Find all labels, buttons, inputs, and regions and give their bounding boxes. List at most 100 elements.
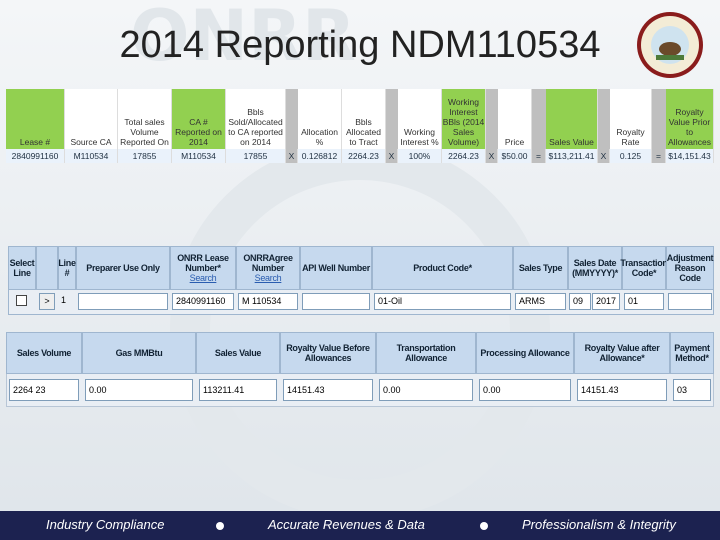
column-header [36,246,58,290]
cell-value: 0.126812 [298,149,342,163]
select-field[interactable]: ARMS [515,293,566,310]
operator-column [386,89,398,163]
cell-value: M110534 [172,149,226,163]
header-text: Sales Type [518,263,563,273]
search-link[interactable]: Search [254,273,282,283]
search-link[interactable]: Search [189,273,217,283]
operator-column [286,89,298,163]
expand-button[interactable]: > [39,293,55,310]
column-header: Sales Date (MMYYYY)* [568,246,622,290]
column-header: Source CA [65,89,118,149]
slide-title: 2014 Reporting NDM110534 [119,24,601,66]
column-header: Select Line [8,246,36,290]
line-number: 1 [61,295,67,305]
column-header: Bbls Allocated to Tract [342,89,386,149]
text-field[interactable]: 0.00 [85,379,193,401]
column-header: Processing Allowance [476,332,574,374]
footer-bar: Industry Compliance Accurate Revenues & D… [0,511,720,540]
cell-value: 2264.23 [342,149,386,163]
operator: X [486,149,498,163]
column-header: Working Interest BBls (2014 Sales Volume… [442,89,486,149]
column-header: Working Interest % [398,89,442,149]
cell-value: 17855 [226,149,286,163]
cell-value: $113,211.41 [546,149,598,163]
text-field[interactable] [302,293,370,310]
operator-column [598,89,610,163]
column-header: Royalty Rate [610,89,652,149]
footer-bullet [480,522,488,530]
header-text: Line # [58,258,76,278]
header-text: ONRR Lease Number* [177,253,229,273]
header-text: Product Code* [413,263,472,273]
cell-value: 17855 [118,149,172,163]
select-field[interactable]: 01-Oil [374,293,511,310]
column-header: ONRR Lease Number* Search [170,246,236,290]
column-header: Sales Volume [6,332,82,374]
cell-value: M110534 [65,149,118,163]
form-line: Select Line > Line # 1 Preparer Use Only ONRR… [8,246,714,315]
column-header: CA # Reported on 2014 [172,89,226,149]
column-header: ONRRAgree Number Search [236,246,300,290]
text-field[interactable]: 14151.43 [577,379,667,401]
text-field[interactable]: 03 [673,379,711,401]
cell-value: 2840991160 [6,149,65,163]
column-header: Bbls Sold/Allocated to CA reported on 20… [226,89,286,149]
footer-item: Accurate Revenues & Data [268,517,425,532]
cell-value: $50.00 [498,149,532,163]
text-field[interactable]: 113211.41 [199,379,277,401]
header-text: Transaction Code* [620,258,668,278]
text-field[interactable] [78,293,168,310]
header-text: Preparer Use Only [86,263,160,273]
select-field[interactable]: 01 [624,293,664,310]
column-header: Preparer Use Only [76,246,170,290]
text-field[interactable]: 0.00 [479,379,571,401]
column-header: Royalty Value Prior to Allowances [666,89,714,149]
column-header: API Well Number [300,246,372,290]
column-header: Transaction Code* [620,246,668,290]
month-select[interactable]: 09 [569,293,591,310]
text-field[interactable]: 14151.43 [283,379,373,401]
operator: X [286,149,298,163]
year-select[interactable]: 2017 [592,293,620,310]
cell-value: $14,151.43 [666,149,714,163]
header-text: Sales Date (MMYYYY)* [572,258,618,278]
text-field[interactable]: 2840991160 [172,293,234,310]
text-field[interactable]: 2264 23 [9,379,79,401]
checkbox[interactable] [16,295,27,306]
svg-text:ONRR: ONRR [130,0,356,77]
select-field[interactable] [668,293,712,310]
operator-column [486,89,498,163]
column-header: Transportation Allowance [376,332,476,374]
operator-column [652,89,666,163]
operator: = [532,149,546,163]
column-header: Sales Value [546,89,598,149]
operator-column [532,89,546,163]
column-header: Gas MMBtu [82,332,196,374]
cell-value: 2264.23 [442,149,486,163]
column-header: Royalty Value after Allowance* [574,332,670,374]
column-header: Sales Type [513,246,568,290]
header-text: API Well Number [302,263,370,273]
column-header: Adjustment Reason Code [666,246,714,290]
operator: X [386,149,398,163]
column-header: Lease # [6,89,65,149]
column-header: Royalty Value Before Allowances [280,332,376,374]
form-values: Sales Volume 2264 23 Gas MMBtu 0.00 Sales Va… [6,332,714,407]
operator: = [652,149,666,163]
column-header: Product Code* [372,246,513,290]
footer-item: Industry Compliance [46,517,165,532]
operator: X [598,149,610,163]
footer-item: Professionalism & Integrity [522,517,676,532]
cell-value: 100% [398,149,442,163]
column-header: Line # [58,246,76,290]
header-text: Adjustment Reason Code [666,253,714,283]
header-text: ONRRAgree Number [243,253,293,273]
column-header: Allocation % [298,89,342,149]
column-header: Price [498,89,532,149]
cell-value: 0.125 [610,149,652,163]
header-text: Select Line [9,258,35,278]
column-header: Total sales Volume Reported On [118,89,172,149]
text-field[interactable]: M 110534 [238,293,298,310]
text-field[interactable]: 0.00 [379,379,473,401]
